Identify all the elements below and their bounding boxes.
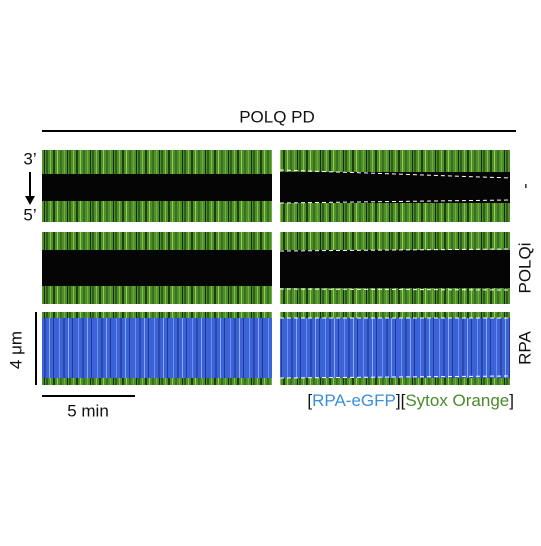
- dna-gap: [42, 250, 272, 286]
- legend: [RPA-eGFP][Sytox Orange]: [307, 391, 514, 410]
- strand-top: 3’: [23, 149, 36, 168]
- title: POLQ PD: [239, 107, 315, 126]
- arrowhead: [25, 196, 35, 205]
- rpa-signal: [42, 318, 272, 378]
- legend-bracket: ][: [396, 391, 406, 410]
- legend-sytox: Sytox Orange: [405, 391, 509, 410]
- strand-bottom: 5’: [23, 205, 36, 224]
- row-label: POLQi: [515, 242, 534, 293]
- legend-rpa: RPA-eGFP: [312, 391, 396, 410]
- boundary: [279, 169, 511, 179]
- legend-bracket: ]: [509, 391, 514, 410]
- row-label: RPA: [515, 330, 534, 364]
- boundary: [279, 248, 511, 252]
- dna-gap: [280, 250, 510, 288]
- kymographs: [42, 150, 511, 385]
- scale-label-x: 5 min: [67, 401, 109, 420]
- scale-label-y: 4 μm: [6, 331, 25, 369]
- rpa-signal: [280, 318, 510, 378]
- dna-gap: [280, 172, 510, 203]
- dna-gap: [42, 174, 272, 201]
- boundary: [279, 199, 511, 204]
- boundary: [279, 375, 511, 379]
- boundary: [279, 288, 511, 291]
- legend-bracket: [: [307, 391, 312, 410]
- row-label: -: [515, 183, 534, 189]
